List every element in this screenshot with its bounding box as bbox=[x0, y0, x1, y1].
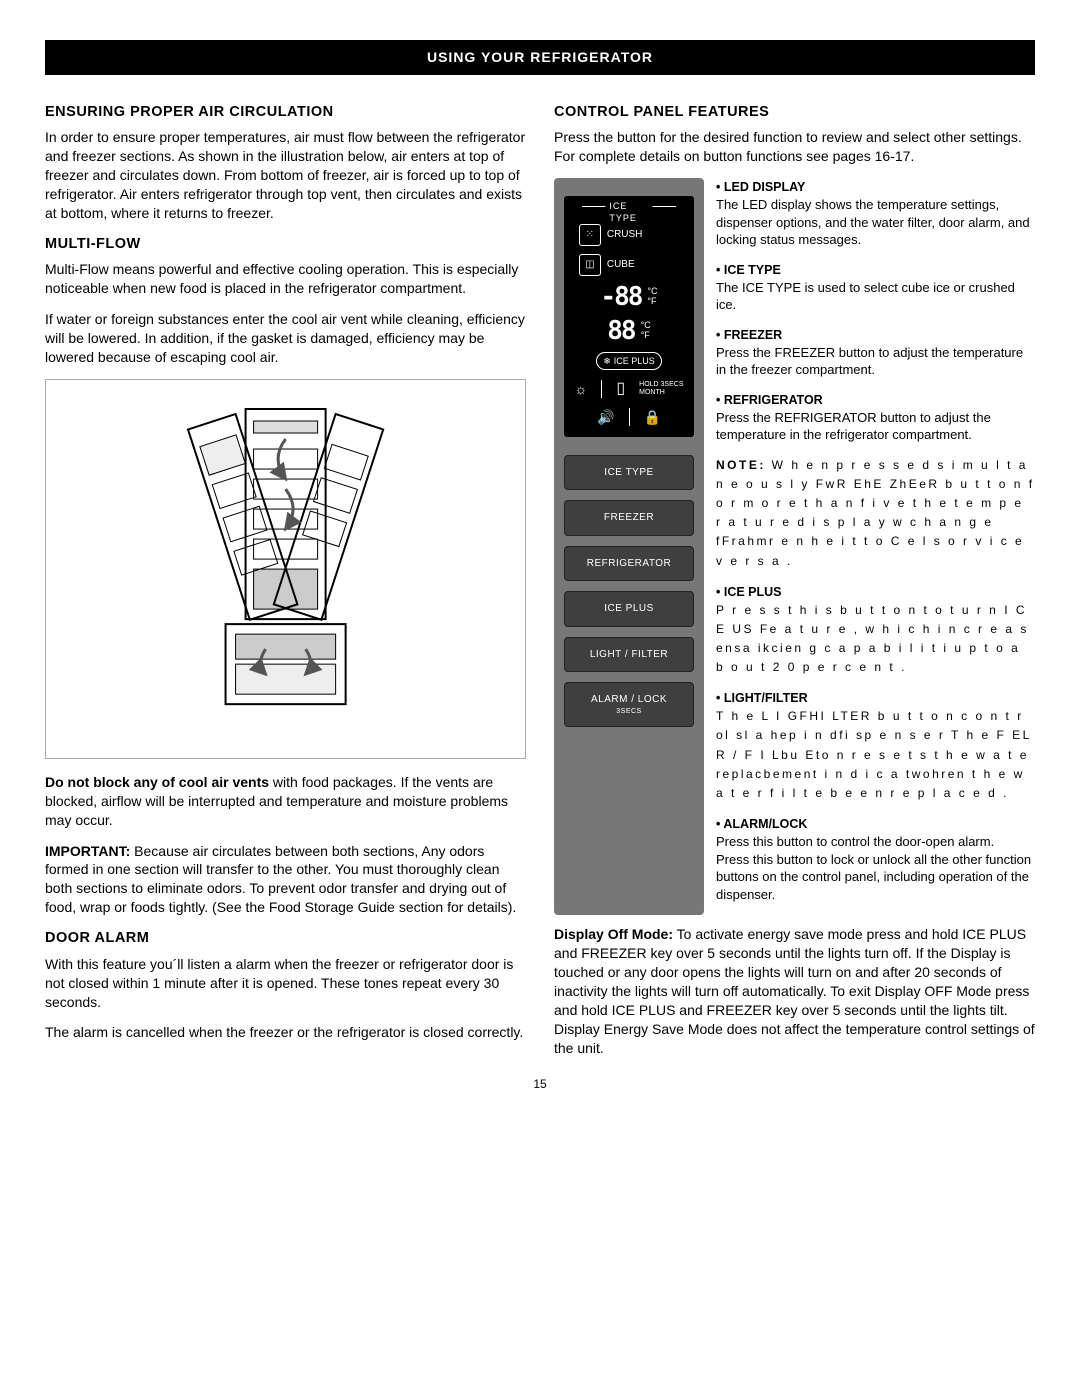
crush-icon: ⁙ bbox=[579, 224, 601, 246]
control-panel-graphic: ⁙ CRUSH ◫ CUBE -88 °C°F 88 °C°F bbox=[554, 178, 704, 915]
panel-button[interactable]: LIGHT / FILTER bbox=[564, 637, 694, 673]
feat-icetype-label: ICE TYPE bbox=[716, 263, 781, 277]
freezer-temp-display: -88 °C°F bbox=[600, 284, 657, 310]
vents-bold: Do not block any of cool air vents bbox=[45, 774, 269, 790]
feat-light-label: LIGHT/FILTER bbox=[716, 691, 808, 705]
feat-note: NOTE: W h e n p r e s s e d s i m u l t … bbox=[716, 456, 1035, 571]
feat-alarm-label: ALARM/LOCK bbox=[716, 817, 807, 831]
feat-freezer-text: Press the FREEZER button to adjust the t… bbox=[716, 345, 1023, 378]
crush-row: ⁙ CRUSH bbox=[579, 224, 679, 246]
features-descriptions: LED DISPLAY The LED display shows the te… bbox=[716, 178, 1035, 915]
feat-led: LED DISPLAY The LED display shows the te… bbox=[716, 178, 1035, 249]
alarm-lock-row: 🔊 🔒 bbox=[597, 408, 661, 427]
ice-plus-text: ICE PLUS bbox=[614, 355, 655, 367]
freezer-seg: -88 bbox=[600, 284, 641, 310]
note-text: W h e n p r e s s e d s i m u l t a n e … bbox=[716, 458, 1035, 568]
note-bold: NOTE: bbox=[716, 458, 766, 472]
cube-row: ◫ CUBE bbox=[579, 254, 679, 276]
air-circulation-body: In order to ensure proper temperatures, … bbox=[45, 128, 526, 222]
feat-icetype: ICE TYPE The ICE TYPE is used to select … bbox=[716, 261, 1035, 314]
left-column: ENSURING PROPER AIR CIRCULATION In order… bbox=[45, 93, 526, 1070]
feat-refrigerator: REFRIGERATOR Press the REFRIGERATOR butt… bbox=[716, 391, 1035, 444]
filter-icon: ▯ bbox=[616, 378, 625, 400]
hold-text: HOLD 3SECS bbox=[639, 381, 683, 388]
panel-and-features: ⁙ CRUSH ◫ CUBE -88 °C°F 88 °C°F bbox=[554, 178, 1035, 915]
cube-icon: ◫ bbox=[579, 254, 601, 276]
snowflake-icon: ❄ bbox=[603, 355, 611, 367]
fridge-seg: 88 bbox=[607, 318, 634, 344]
panel-buttons-group: ICE TYPE FREEZER REFRIGERATOR ICE PLUS LIGHT… bbox=[564, 455, 694, 727]
control-panel-intro: Press the button for the desired functio… bbox=[554, 128, 1035, 166]
fridge-units: °C°F bbox=[641, 321, 651, 341]
panel-button[interactable]: REFRIGERATOR bbox=[564, 546, 694, 582]
cube-label: CUBE bbox=[607, 258, 635, 272]
refrigerator-illustration bbox=[45, 379, 526, 759]
feat-icetype-text: The ICE TYPE is used to select cube ice … bbox=[716, 280, 1015, 313]
feat-refrigerator-text: Press the REFRIGERATOR button to adjust … bbox=[716, 410, 991, 443]
feat-led-text: The LED display shows the temperature se… bbox=[716, 197, 1030, 247]
multiflow-p1: Multi-Flow means powerful and effective … bbox=[45, 260, 526, 298]
door-alarm-heading: DOOR ALARM bbox=[45, 929, 526, 949]
feat-alarm: ALARM/LOCK Press this button to control … bbox=[716, 815, 1035, 903]
page-number: 15 bbox=[45, 1076, 1035, 1092]
feat-refrigerator-label: REFRIGERATOR bbox=[716, 393, 823, 407]
light-filter-row: ☼ ▯ HOLD 3SECS MONTH bbox=[574, 378, 683, 400]
feat-light-text: T h e L I GFHI LTER b u t t o n c o n t … bbox=[716, 709, 1031, 800]
panel-button-sub: 3SECS bbox=[569, 707, 689, 716]
important-note: IMPORTANT: Because air circulates betwee… bbox=[45, 842, 526, 918]
feat-iceplus: ICE PLUS P r e s s t h i s b u t t o n t… bbox=[716, 583, 1035, 678]
display-off-bold: Display Off Mode: bbox=[554, 926, 673, 942]
feat-iceplus-label: ICE PLUS bbox=[716, 585, 782, 599]
display-off-rest: To activate energy save mode press and h… bbox=[554, 926, 1035, 1055]
freezer-units: °C°F bbox=[647, 287, 657, 307]
light-icon: ☼ bbox=[574, 380, 587, 399]
led-display-area: ⁙ CRUSH ◫ CUBE -88 °C°F 88 °C°F bbox=[564, 196, 694, 437]
panel-button[interactable]: ALARM / LOCK 3SECS bbox=[564, 682, 694, 727]
speaker-icon: 🔊 bbox=[597, 408, 614, 427]
two-column-layout: ENSURING PROPER AIR CIRCULATION In order… bbox=[45, 93, 1035, 1070]
feat-iceplus-text: P r e s s t h i s b u t t o n t o t u r … bbox=[716, 603, 1029, 675]
feat-light: LIGHT/FILTER T h e L I GFHI LTER b u t t… bbox=[716, 689, 1035, 803]
lock-icon: 🔒 bbox=[644, 408, 661, 427]
fridge-svg bbox=[94, 399, 477, 739]
display-off-mode: Display Off Mode: To activate energy sav… bbox=[554, 925, 1035, 1057]
feat-led-label: LED DISPLAY bbox=[716, 180, 805, 194]
feat-alarm-text: Press this button to control the door-op… bbox=[716, 834, 1031, 902]
multiflow-heading: MULTI-FLOW bbox=[45, 235, 526, 255]
panel-button[interactable]: FREEZER bbox=[564, 500, 694, 536]
right-column: CONTROL PANEL FEATURES Press the button … bbox=[554, 93, 1035, 1070]
fridge-temp-display: 88 °C°F bbox=[607, 318, 650, 344]
control-panel-heading: CONTROL PANEL FEATURES bbox=[554, 103, 1035, 123]
page-banner: USING YOUR REFRIGERATOR bbox=[45, 40, 1035, 75]
ice-plus-indicator: ❄ ICE PLUS bbox=[596, 352, 662, 370]
door-alarm-p1: With this feature you´ll listen a alarm … bbox=[45, 955, 526, 1012]
panel-button[interactable]: ICE PLUS bbox=[564, 591, 694, 627]
door-alarm-p2: The alarm is cancelled when the freezer … bbox=[45, 1023, 526, 1042]
month-text: MONTH bbox=[639, 389, 665, 396]
panel-button[interactable]: ICE TYPE bbox=[564, 455, 694, 491]
crush-label: CRUSH bbox=[607, 228, 643, 242]
feat-freezer: FREEZER Press the FREEZER button to adju… bbox=[716, 326, 1035, 379]
feat-freezer-label: FREEZER bbox=[716, 328, 782, 342]
multiflow-p2: If water or foreign substances enter the… bbox=[45, 310, 526, 367]
ice-type-header bbox=[582, 206, 676, 216]
vents-warning: Do not block any of cool air vents with … bbox=[45, 773, 526, 830]
important-bold: IMPORTANT: bbox=[45, 843, 130, 859]
air-circulation-heading: ENSURING PROPER AIR CIRCULATION bbox=[45, 103, 526, 123]
